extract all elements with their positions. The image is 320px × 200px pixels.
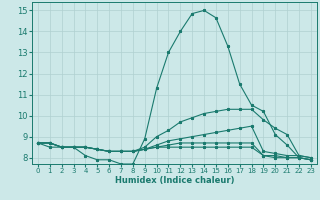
X-axis label: Humidex (Indice chaleur): Humidex (Indice chaleur) — [115, 176, 234, 185]
